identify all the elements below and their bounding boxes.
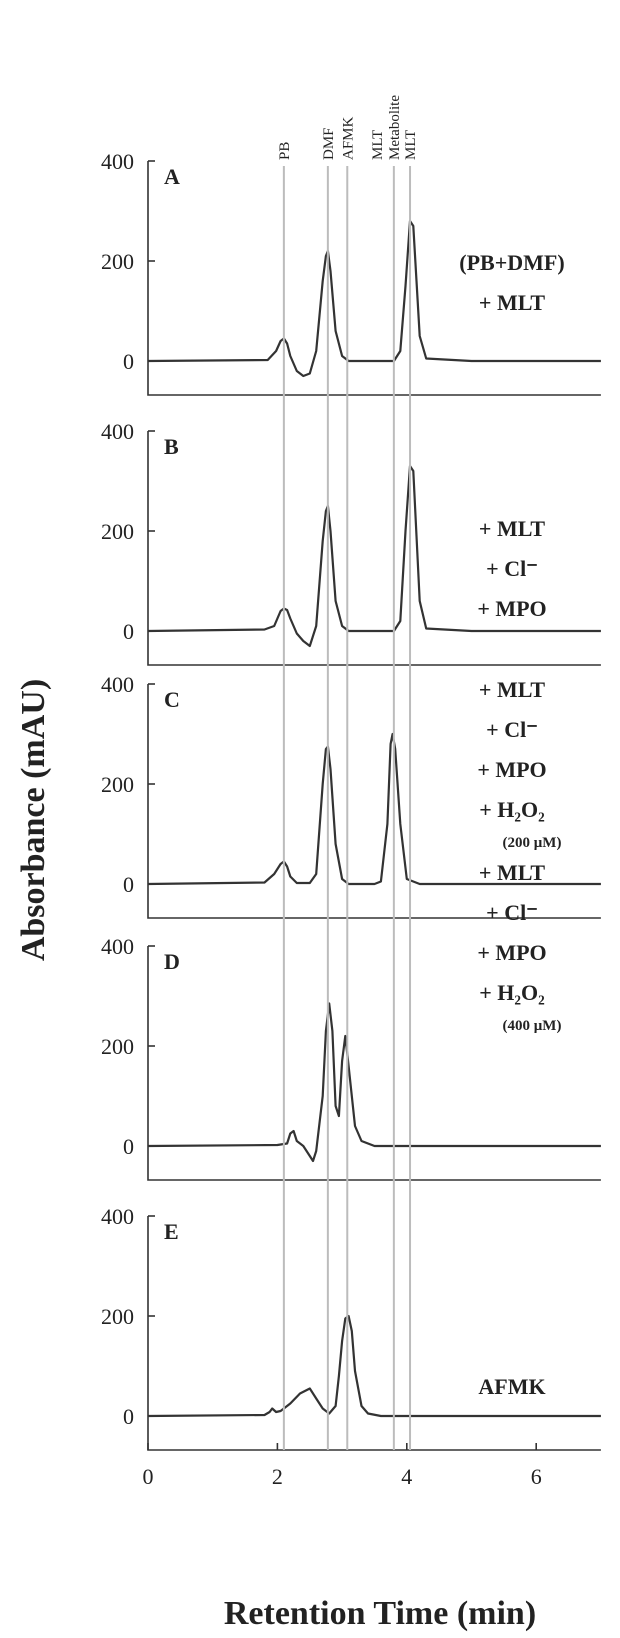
chromatogram-trace <box>147 1002 601 1163</box>
panel-a: 0 200 400 A (PB+DMF) + MLT <box>101 149 601 396</box>
panel-c: 0 200 400 C + MLT + Cl⁻ + MPO + H₂O₂ (200 μM) <box>101 672 601 919</box>
y-tick-label: 400 <box>101 149 134 174</box>
condition-label: AFMK <box>478 1374 545 1399</box>
reference-label: MLT <box>403 130 419 160</box>
x-tick-label: 4 <box>401 1464 412 1489</box>
y-tick-label: 200 <box>101 1304 134 1329</box>
reference-label: PB <box>277 142 293 160</box>
panel-frame <box>147 161 601 396</box>
panel-letter: E <box>164 1219 179 1244</box>
condition-label: + H₂O₂ <box>479 797 545 822</box>
condition-label: + Cl⁻ <box>486 717 538 742</box>
reference-label: AFMK <box>340 116 356 160</box>
x-axis-title: Retention Time (min) <box>224 1595 536 1632</box>
panels-layer: 0 200 400 A (PB+DMF) + MLT 0 200 400 B + MLT + Cl⁻ +… <box>101 149 601 1451</box>
y-tick-label: 0 <box>123 872 134 897</box>
panel-letter: D <box>164 949 180 974</box>
panel-frame <box>147 431 601 666</box>
y-tick-label: 200 <box>101 249 134 274</box>
y-tick-label: 0 <box>123 1134 134 1159</box>
y-tick-label: 200 <box>101 772 134 797</box>
panel-d: 0 200 400 D + MLT + Cl⁻ + MPO + H₂O₂ (400 μM) <box>101 860 601 1181</box>
condition-label: (PB+DMF) <box>459 250 564 275</box>
condition-label: + H₂O₂ <box>479 980 545 1005</box>
panel-frame <box>147 946 601 1181</box>
condition-label: + MPO <box>477 940 546 965</box>
condition-label: + Cl⁻ <box>486 900 538 925</box>
chromatogram-trace <box>147 732 601 886</box>
y-tick-label: 0 <box>123 349 134 374</box>
panel-e: 0 200 400 E AFMK <box>101 1204 601 1451</box>
concentration-note: (400 μM) <box>503 1018 562 1034</box>
chromatogram-trace <box>147 219 601 378</box>
panel-letter: C <box>164 687 180 712</box>
y-tick-label: 200 <box>101 1034 134 1059</box>
panel-letter: B <box>164 434 179 459</box>
y-tick-label: 0 <box>123 619 134 644</box>
condition-label: + MPO <box>477 596 546 621</box>
y-tick-label: 400 <box>101 934 134 959</box>
y-tick-label: 400 <box>101 672 134 697</box>
y-axis-title: Absorbance (mAU) <box>15 679 52 961</box>
chromatogram-trace <box>147 1314 601 1418</box>
reference-lines: PB DMF AFMK MLT Metabolite MLT <box>277 95 419 1450</box>
condition-label: + MLT <box>479 516 545 541</box>
condition-label: + MLT <box>479 290 545 315</box>
y-tick-label: 0 <box>123 1404 134 1429</box>
condition-label: + MPO <box>477 757 546 782</box>
y-tick-label: 400 <box>101 1204 134 1229</box>
x-tick-label: 0 <box>143 1464 154 1489</box>
x-tick-label: 2 <box>272 1464 283 1489</box>
y-tick-label: 200 <box>101 519 134 544</box>
y-tick-label: 400 <box>101 419 134 444</box>
reference-label: DMF <box>321 127 337 160</box>
x-axis: 0 2 4 6 <box>143 1443 542 1489</box>
condition-label: + MLT <box>479 860 545 885</box>
panel-letter: A <box>164 164 180 189</box>
reference-label: MLT <box>370 130 386 160</box>
condition-label: + MLT <box>479 677 545 702</box>
reference-label-line2: Metabolite <box>387 95 403 160</box>
x-tick-label: 6 <box>531 1464 542 1489</box>
concentration-note: (200 μM) <box>503 835 562 851</box>
panel-frame <box>147 684 601 919</box>
panel-b: 0 200 400 B + MLT + Cl⁻ + MPO <box>101 419 601 666</box>
condition-label: + Cl⁻ <box>486 556 538 581</box>
